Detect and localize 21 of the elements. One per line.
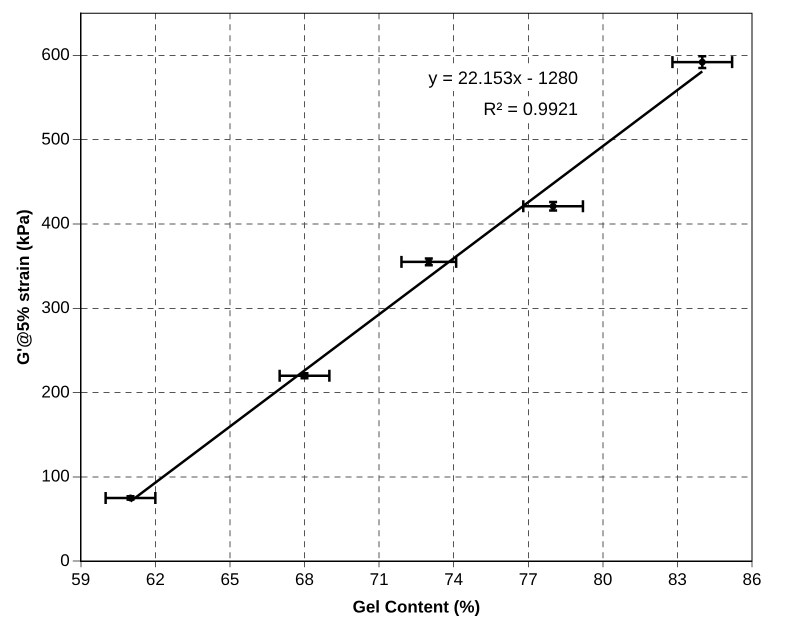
x-tick-label: 65	[220, 570, 240, 590]
y-axis-title: G'@5% strain (kPa)	[14, 209, 33, 366]
y-tick-label: 400	[41, 214, 70, 233]
x-tick-label: 62	[146, 570, 165, 590]
x-tick-label: 68	[295, 570, 314, 590]
x-tick-label: 80	[593, 570, 612, 590]
annotation: R² = 0.9921	[483, 98, 578, 119]
x-tick-label: 77	[518, 570, 538, 590]
y-tick-label: 200	[41, 382, 70, 402]
x-tick-label: 71	[370, 570, 389, 590]
y-tick-label: 0	[60, 550, 70, 570]
annotation: y = 22.153x - 1280	[428, 68, 578, 88]
y-tick-label: 500	[41, 129, 70, 148]
y-tick-label: 100	[41, 466, 70, 486]
x-tick-label: 83	[668, 570, 687, 590]
x-tick-label: 86	[742, 570, 762, 590]
x-axis-title: Gel Content (%)	[352, 597, 480, 616]
x-tick-label: 59	[71, 570, 90, 590]
y-tick-label: 300	[41, 298, 70, 317]
x-tick-label: 74	[444, 570, 464, 590]
y-tick-label: 600	[41, 45, 70, 64]
